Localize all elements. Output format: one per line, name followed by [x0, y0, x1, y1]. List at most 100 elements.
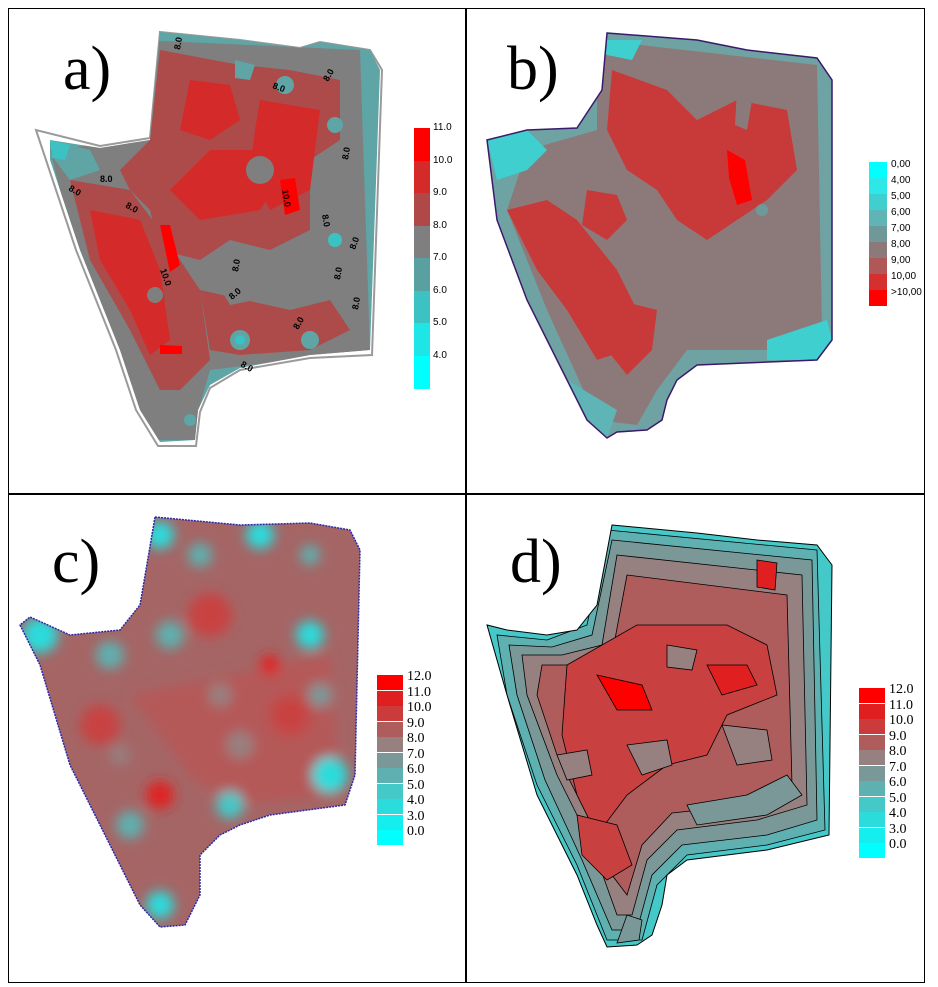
panel-label: d) — [510, 528, 562, 596]
panel-c: c) 12.0 11.0 10.0 9.0 8.0 7.0 6.0 5.0 4.0 3.0 0.0 — [10, 495, 465, 981]
legend-label: 8.0 — [407, 731, 425, 746]
legend-label: 4.0 — [407, 793, 425, 808]
legend-label: 6,00 — [891, 207, 911, 218]
contour-label: 8.0 — [340, 146, 352, 160]
legend-swatch — [377, 706, 403, 721]
legend-swatch — [377, 768, 403, 783]
legend-label: 11.0 — [407, 684, 431, 700]
legend-swatch — [859, 827, 885, 843]
legend-swatch — [859, 812, 885, 827]
contour-label: 10.0 — [280, 189, 293, 208]
contour-label: 8.0 — [347, 236, 361, 251]
legend-swatch — [859, 781, 885, 796]
legend-label: 10.0 — [407, 700, 432, 715]
legend-label: 7.0 — [889, 759, 907, 775]
legend-label: 9,00 — [891, 255, 911, 266]
panel-label: a) — [63, 35, 112, 103]
legend-label: 12.0 — [889, 682, 914, 697]
legend-label: 7.0 — [407, 746, 425, 762]
legend-label: 5.0 — [407, 777, 425, 793]
legend-swatch — [859, 796, 885, 812]
legend-label: 9.0 — [433, 187, 447, 198]
legend-swatch — [377, 721, 403, 737]
legend-swatch — [414, 323, 430, 356]
contour-label: 8.0 — [172, 36, 184, 50]
legend-label: 4.0 — [889, 806, 907, 821]
legend-label: 8.0 — [433, 219, 447, 231]
map-b — [486, 32, 833, 439]
legend-swatch — [377, 690, 403, 706]
legend-swatch — [869, 210, 887, 226]
legend-swatch — [859, 750, 885, 765]
legend-swatch — [414, 193, 430, 226]
legend-label: 10.0 — [889, 713, 914, 728]
legend-swatch — [869, 226, 887, 242]
legend-swatch — [859, 765, 885, 781]
panel-divider-vertical — [465, 8, 467, 983]
legend-label: 5.0 — [433, 317, 447, 328]
contour-label: 8.0 — [100, 174, 113, 184]
contour-label: 8.0 — [350, 296, 362, 310]
legend-swatch — [869, 274, 887, 290]
legend-label: 6.0 — [433, 284, 447, 296]
contour-label: 8.0 — [271, 80, 286, 94]
map-c — [19, 516, 361, 928]
legend-label: 7.0 — [433, 252, 447, 263]
legend-swatch — [859, 703, 885, 719]
panel-label: b) — [507, 35, 559, 103]
legend-label: 0,00 — [891, 159, 911, 170]
legend-swatch — [869, 162, 887, 178]
legend-swatch — [859, 734, 885, 750]
legend-label: 3.0 — [889, 821, 907, 837]
legend-label: 3.0 — [407, 808, 425, 824]
map-d — [486, 524, 833, 948]
legend-label: 5.0 — [889, 790, 907, 806]
legend-label: 11.0 — [889, 697, 913, 713]
legend-swatch — [377, 737, 403, 752]
legend-swatch — [377, 783, 403, 799]
legend-swatch — [859, 719, 885, 734]
legend-label: >10,00 — [891, 287, 922, 298]
legend-swatch — [414, 128, 430, 161]
legend-label: 7,00 — [891, 223, 911, 234]
legend-swatch — [377, 675, 403, 690]
legend-swatch — [869, 290, 887, 306]
legend-swatch — [414, 225, 430, 259]
panel-a: 8.0 8.0 8.0 8.0 10.0 8.0 8.0 8.0 8.0 8.0… — [10, 10, 465, 492]
legend-label: 0.0 — [407, 824, 425, 839]
legend-swatch — [377, 799, 403, 814]
map-a: 8.0 8.0 8.0 8.0 10.0 8.0 8.0 8.0 8.0 8.0… — [34, 30, 384, 447]
legend-label: 10.0 — [433, 154, 453, 166]
panel-divider-horizontal — [8, 493, 925, 495]
legend-label: 4,00 — [891, 175, 911, 186]
legend-swatch — [859, 843, 885, 858]
legend-label: 11.0 — [433, 122, 452, 133]
figure-frame — [8, 8, 925, 983]
legend-label: 12.0 — [407, 669, 432, 684]
legend-swatch — [859, 688, 885, 703]
legend-label: 6.0 — [889, 775, 907, 790]
legend-label: 4.0 — [433, 349, 447, 361]
legend-swatch — [377, 830, 403, 845]
panel-label: c) — [52, 528, 101, 596]
legend-swatch — [377, 752, 403, 768]
panel-b: b) 0,00 4,00 5,00 6,00 7,00 8,00 9,00 10,00 >10,… — [467, 10, 923, 492]
legend-swatch — [414, 355, 430, 389]
legend-label: 0.0 — [889, 837, 907, 852]
legend-swatch — [414, 258, 430, 291]
legend-label: 8.0 — [889, 744, 907, 759]
legend-label: 10,00 — [891, 271, 917, 282]
legend-label: 8,00 — [891, 239, 911, 250]
legend-label: 5,00 — [891, 191, 911, 202]
panel-d: d) 12.0 11.0 10.0 9.0 8.0 7.0 6.0 5.0 4.0 3.0 0.0 — [467, 495, 923, 981]
legend-swatch — [414, 290, 430, 324]
legend-swatch — [414, 160, 430, 194]
legend-swatch — [869, 178, 887, 194]
contour-label: 8.0 — [332, 266, 344, 280]
legend-label: 9.0 — [407, 715, 425, 731]
legend-swatch — [377, 814, 403, 830]
contour-label: 8.0 — [320, 214, 332, 228]
legend-swatch — [869, 258, 887, 274]
legend-label: 9.0 — [889, 728, 907, 744]
legend-swatch — [869, 242, 887, 258]
